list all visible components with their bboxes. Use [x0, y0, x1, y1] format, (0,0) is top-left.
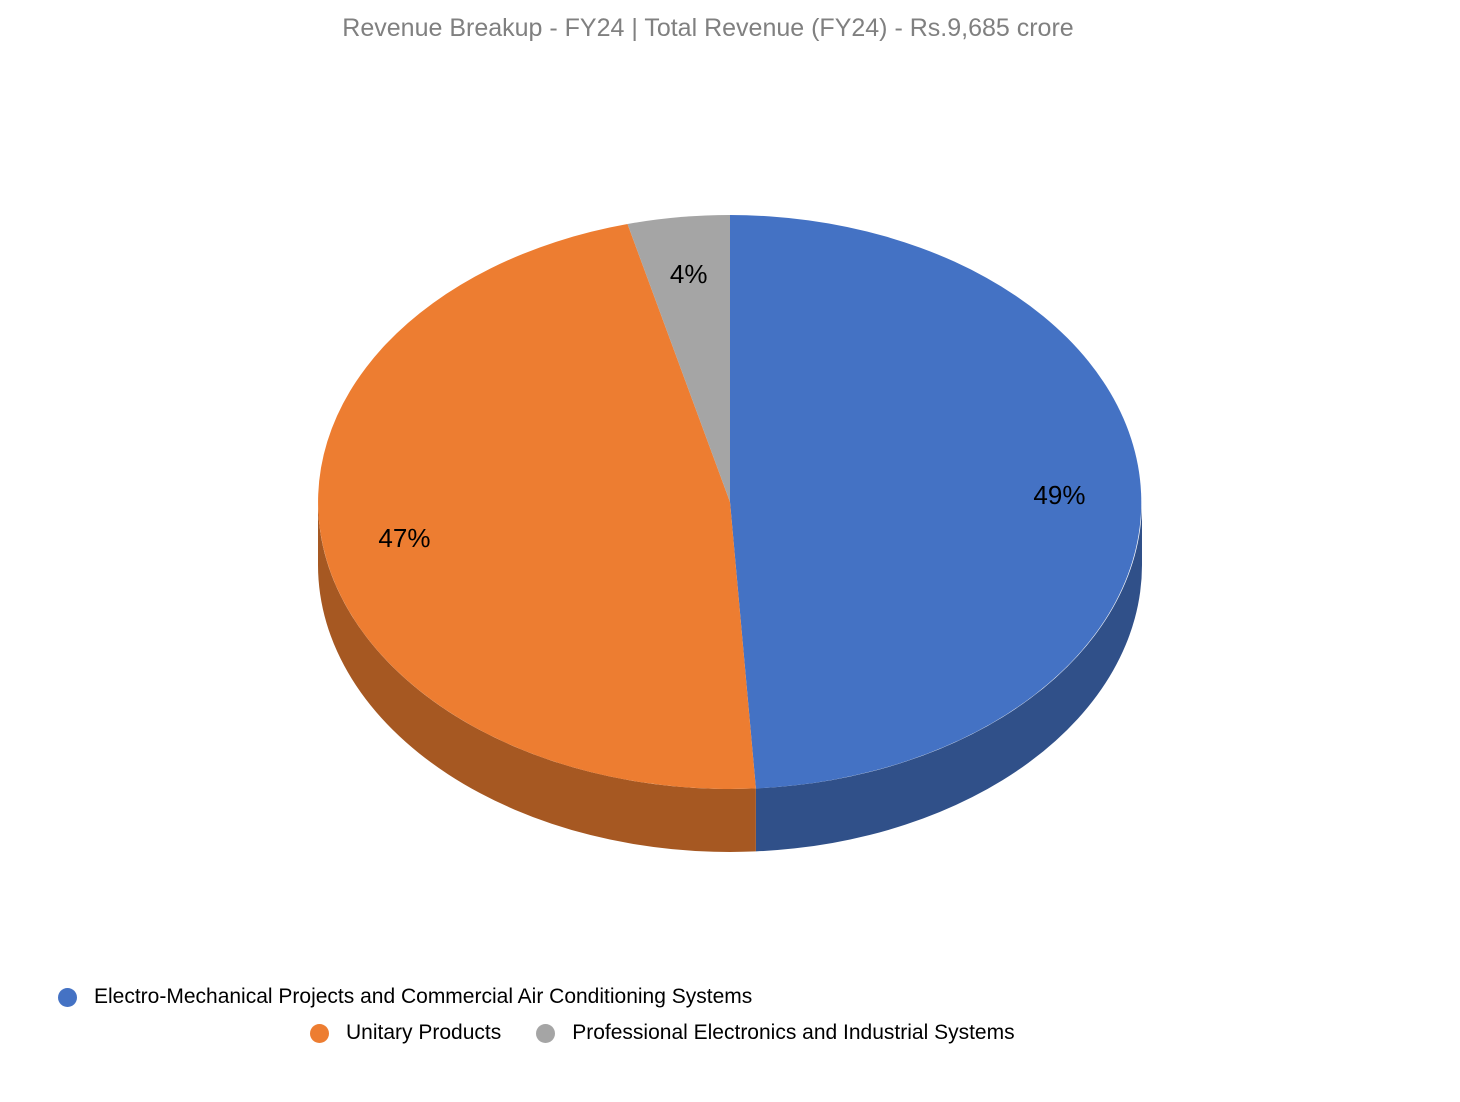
legend-row-1: Electro-Mechanical Projects and Commerci… [58, 985, 752, 1009]
legend-label-electro-mechanical-projects: Electro-Mechanical Projects and Commerci… [94, 985, 753, 1008]
legend-item-unitary-products[interactable]: Unitary Products [310, 1021, 501, 1045]
chart-title: Revenue Breakup - FY24 | Total Revenue (… [342, 14, 1074, 42]
pie-slice-side-1 [318, 502, 756, 852]
legend-marker-circle-icon [58, 987, 77, 1007]
legend-label-unitary-products: Unitary Products [346, 1021, 502, 1044]
pie-slice-1[interactable] [318, 224, 756, 789]
pie-slice-2[interactable] [627, 215, 731, 502]
pie-data-label-1: 47% [378, 523, 430, 553]
legend-label-professional-electronics: Professional Electronics and Industrial … [572, 1021, 1015, 1044]
legend-row-2: Unitary Products Professional Electronic… [310, 1021, 1015, 1045]
pie-slice-0[interactable] [730, 215, 1142, 789]
legend-item-professional-electronics[interactable]: Professional Electronics and Industrial … [536, 1021, 1015, 1045]
pie-data-label-2: 4% [670, 259, 708, 289]
legend-item-electro-mechanical-projects[interactable]: Electro-Mechanical Projects and Commerci… [58, 985, 752, 1009]
legend-marker-circle-icon [310, 1023, 329, 1043]
legend-marker-circle-icon [536, 1023, 556, 1043]
pie-slice-side-0 [755, 502, 1142, 852]
pie-data-label-0: 49% [1033, 480, 1085, 510]
